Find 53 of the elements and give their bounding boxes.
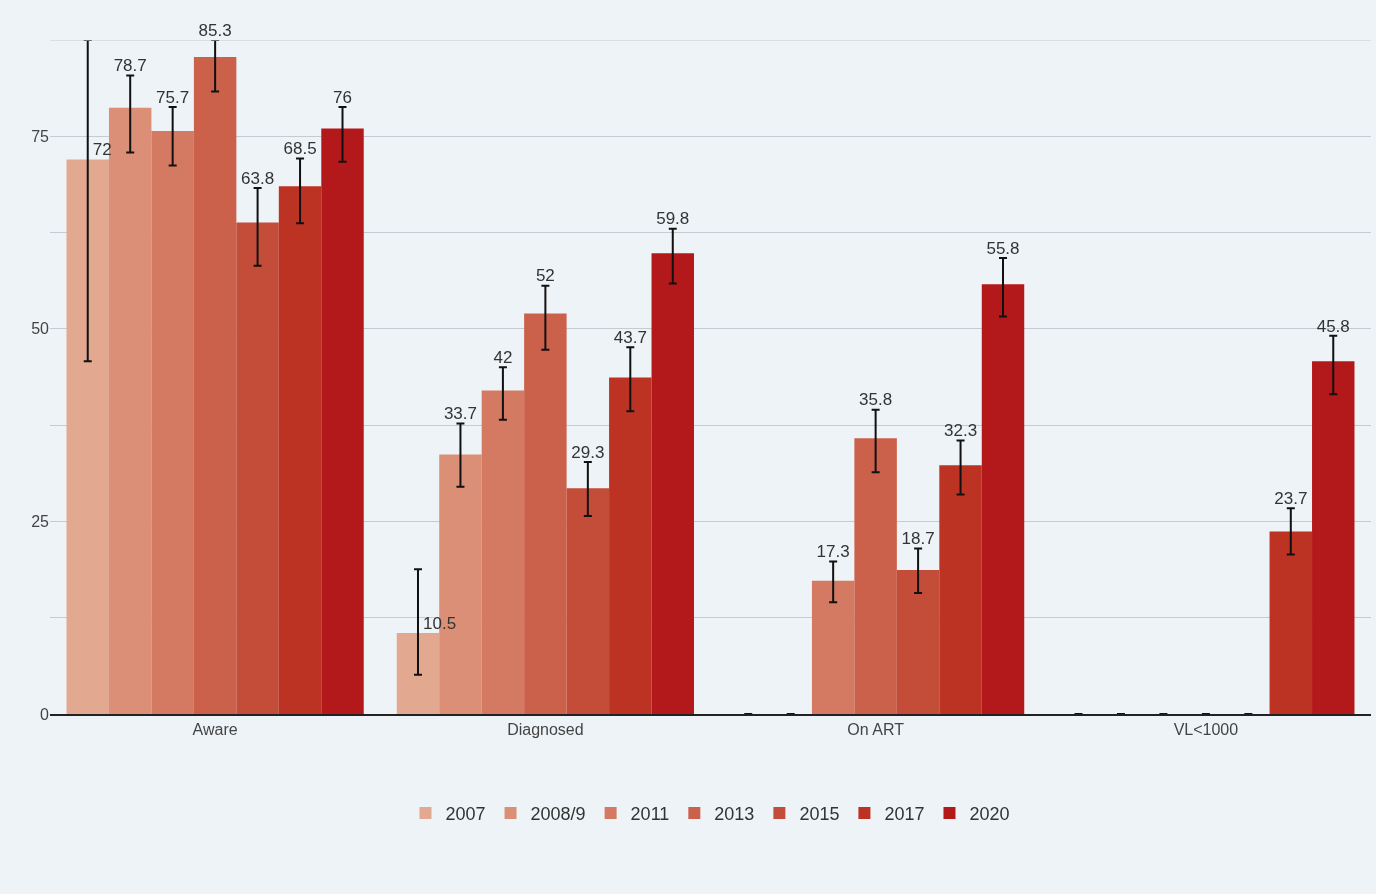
bar — [651, 253, 694, 714]
bar — [278, 186, 322, 714]
x-tick-label: VL<1000 — [1173, 720, 1239, 738]
bar — [566, 488, 610, 714]
data-label: 75.7 — [156, 87, 190, 107]
data-label: 17.3 — [816, 542, 850, 562]
data-label: 59.8 — [656, 209, 690, 229]
bar — [609, 377, 652, 714]
data-label: 42 — [493, 348, 513, 368]
data-label: 45.8 — [1316, 316, 1350, 336]
y-tick-label: 25 — [31, 513, 50, 531]
data-label: 63.8 — [241, 168, 275, 188]
bar — [193, 56, 237, 714]
data-label: 43.7 — [613, 328, 647, 348]
legend-label: 2007 — [445, 804, 486, 825]
legend-label: 2013 — [714, 804, 755, 825]
data-label: 76 — [333, 87, 352, 107]
bar — [66, 159, 109, 714]
data-label: 18.7 — [901, 529, 935, 549]
bar — [896, 569, 940, 714]
bar — [524, 313, 567, 714]
data-label: 32.3 — [944, 421, 978, 441]
data-label: 68.5 — [283, 139, 317, 159]
bar — [151, 130, 194, 714]
data-label: 78.7 — [113, 56, 147, 76]
bar — [1269, 531, 1313, 714]
legend-label: 2020 — [969, 804, 1010, 825]
bar — [811, 580, 855, 714]
x-tick-label: Aware — [192, 720, 238, 738]
bar — [481, 390, 525, 714]
bar — [321, 128, 364, 714]
x-tick-label: Diagnosed — [507, 720, 584, 738]
data-label: 35.8 — [859, 390, 893, 410]
data-label: 52 — [535, 266, 555, 286]
bar — [396, 633, 440, 714]
data-label: 55.8 — [986, 238, 1020, 258]
y-tick-label: 50 — [31, 320, 50, 338]
y-tick-label: 75 — [31, 127, 50, 145]
legend-label: 2011 — [630, 804, 670, 825]
x-tick-label: On ART — [847, 720, 905, 738]
legend-label: 2008/9 — [530, 804, 586, 825]
y-tick-label: 0 — [40, 705, 50, 723]
bar — [981, 284, 1025, 714]
data-label: 29.3 — [571, 442, 605, 462]
bar — [939, 465, 982, 714]
bar — [236, 222, 279, 714]
data-label: 85.3 — [198, 20, 232, 40]
legend-label: 2017 — [884, 804, 925, 825]
bar — [854, 438, 897, 714]
data-label: 33.7 — [443, 404, 477, 424]
data-label: 23.7 — [1274, 489, 1308, 509]
bar — [1312, 361, 1355, 714]
legend-label: 2015 — [799, 804, 840, 825]
